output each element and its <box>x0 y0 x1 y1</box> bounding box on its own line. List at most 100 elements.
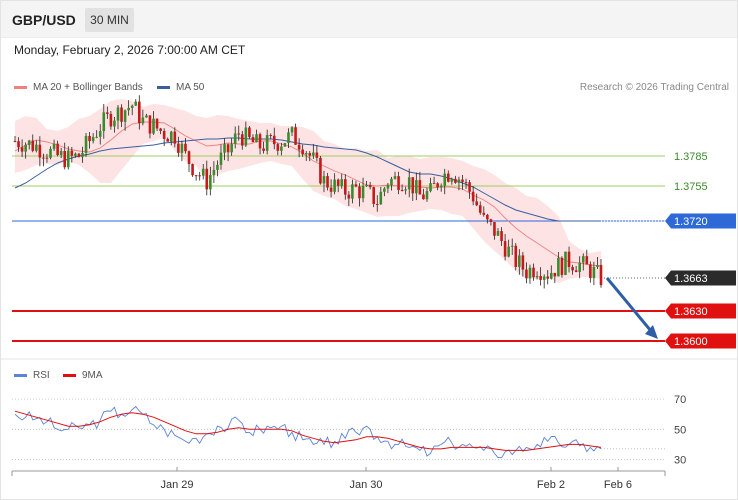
candle-down <box>308 153 312 156</box>
candle-up <box>95 136 98 138</box>
candle-up <box>393 176 397 179</box>
candle-down <box>63 150 67 168</box>
candle-up <box>49 148 52 158</box>
level-label: 1.3785 <box>674 151 708 163</box>
candle-down <box>184 143 187 152</box>
level-lines: 1.3785 1.3755 1.3720 1.3663 1.3630 1.3600 <box>12 151 736 349</box>
candle-up <box>283 143 287 147</box>
candle-down <box>503 241 507 257</box>
candle-up <box>312 152 315 156</box>
candle-down <box>532 267 535 278</box>
candle-up <box>564 251 567 275</box>
candle-down <box>354 184 358 187</box>
candle-up <box>145 115 148 118</box>
x-tick-label: Feb 2 <box>537 479 565 491</box>
candle-down <box>120 107 123 122</box>
candle-up <box>415 180 418 194</box>
candle-up <box>98 131 102 137</box>
candle-down <box>368 184 372 188</box>
candle-down <box>42 157 45 159</box>
candle-down <box>482 212 486 215</box>
candle-up <box>507 246 510 257</box>
candle-up <box>169 131 173 142</box>
candle-up <box>351 184 354 199</box>
candle-up <box>581 256 585 263</box>
candle-up <box>450 178 454 182</box>
candle-up <box>390 178 393 186</box>
candle-down <box>240 134 244 146</box>
candle-down <box>17 141 20 148</box>
candle-down <box>294 127 297 145</box>
candle-up <box>24 144 27 152</box>
candle-down <box>375 203 379 205</box>
candle-up <box>596 265 599 267</box>
candle-down <box>173 131 177 144</box>
candle-up <box>113 120 116 127</box>
candle-down <box>464 181 468 183</box>
candle-down <box>486 214 489 220</box>
candle-up <box>379 191 383 205</box>
candle-down <box>269 135 273 137</box>
candle-down <box>489 219 493 223</box>
legend-ma20: MA 20 + Bollinger Bands <box>14 82 143 93</box>
candle-down <box>226 144 230 153</box>
candle-up <box>180 143 184 153</box>
candle-up <box>27 140 31 145</box>
candle-up <box>383 188 386 192</box>
level-label: 1.3630 <box>674 306 708 318</box>
candle-up <box>290 127 294 133</box>
candle-up <box>141 117 145 124</box>
legend-9ma: 9MA <box>63 370 103 381</box>
candle-up <box>134 101 138 106</box>
candle-down <box>198 175 201 177</box>
candle-up <box>127 107 130 111</box>
moving-averages <box>14 121 602 267</box>
chart-datetime: Monday, February 2, 2026 7:00:00 AM CET <box>14 43 246 57</box>
candle-down <box>574 270 578 272</box>
candle-down <box>343 179 347 195</box>
candle-up <box>130 105 134 108</box>
candle-down <box>38 144 42 158</box>
x-tick-label: Jan 29 <box>160 479 193 491</box>
candle-down <box>45 157 49 159</box>
bollinger-band-area <box>15 99 601 283</box>
ma20-swatch <box>14 86 27 89</box>
candle-up <box>542 276 546 280</box>
candle-up <box>280 146 283 151</box>
candle-down <box>88 135 91 142</box>
candle-up <box>223 144 226 153</box>
candle-up <box>233 133 237 144</box>
candle-down <box>454 178 457 183</box>
candle-down <box>262 148 265 151</box>
legend-9ma-label: 9MA <box>82 370 103 381</box>
candle-up <box>510 245 514 247</box>
candle-up <box>116 107 120 121</box>
ma20-line <box>14 121 602 267</box>
candle-down <box>187 151 191 165</box>
candle-up <box>35 144 38 151</box>
candle-up <box>219 152 223 165</box>
candle-up <box>255 134 258 143</box>
timeframe-badge[interactable]: 30 MIN <box>85 8 134 32</box>
candle-down <box>194 175 198 177</box>
candle-down <box>272 135 276 145</box>
candle-up <box>59 150 63 155</box>
level-label: 1.3600 <box>674 336 708 348</box>
candle-up <box>429 183 432 192</box>
candle-up <box>333 179 336 192</box>
candle-down <box>177 143 180 153</box>
bollinger-bands <box>15 99 601 283</box>
ma50-line <box>14 137 601 222</box>
candle-down <box>258 134 262 149</box>
candle-down <box>20 147 24 152</box>
candle-up <box>518 255 521 267</box>
candle-down <box>251 137 255 143</box>
candle-down <box>521 255 525 270</box>
candle-down <box>432 183 436 185</box>
candle-down <box>336 179 340 186</box>
candle-down <box>297 144 301 150</box>
candle-down <box>493 222 496 236</box>
candle-down <box>478 205 482 213</box>
candle-up <box>287 132 290 144</box>
